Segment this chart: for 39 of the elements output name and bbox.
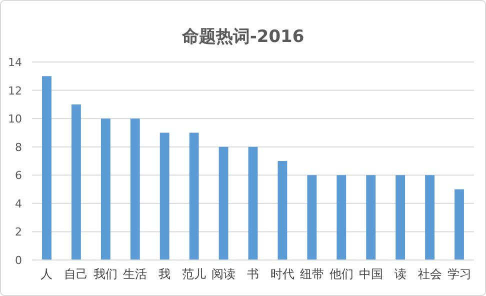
x-tick-label: 生活	[123, 267, 148, 281]
x-tick-label: 我们	[94, 267, 118, 281]
bar	[336, 175, 346, 260]
bar	[425, 175, 435, 260]
y-tick-label: 0	[15, 254, 22, 267]
y-tick-label: 12	[8, 84, 22, 98]
x-tick-label: 时代	[270, 267, 294, 281]
y-tick-label: 6	[15, 169, 22, 182]
bar	[248, 146, 258, 260]
x-tick-label: 书	[247, 267, 259, 281]
bar	[130, 118, 140, 260]
x-tick-label: 纽带	[300, 267, 324, 281]
y-tick-label: 10	[8, 112, 22, 126]
bar	[278, 161, 288, 260]
y-tick-label: 2	[15, 226, 22, 239]
y-tick-label: 8	[15, 140, 22, 154]
x-tick-label: 中国	[358, 267, 383, 281]
bar	[307, 175, 317, 260]
bar	[396, 175, 406, 260]
x-tick-label: 人	[40, 267, 53, 281]
bar	[454, 189, 464, 260]
bar	[189, 132, 199, 260]
bar	[366, 175, 376, 260]
x-tick-label: 我	[158, 267, 171, 281]
x-tick-label: 他们	[329, 267, 354, 281]
bar	[71, 104, 81, 260]
x-tick-label: 阅读	[212, 267, 236, 281]
x-tick-label: 自己	[64, 267, 88, 281]
bar	[100, 118, 110, 260]
x-tick-label: 范儿	[182, 267, 206, 281]
x-tick-label: 社会	[418, 267, 442, 281]
y-tick-label: 14	[8, 56, 22, 69]
x-tick-label: 学习	[447, 267, 472, 281]
bar	[160, 132, 170, 260]
chart-title: 命题热词-2016	[180, 27, 304, 47]
y-tick-label: 4	[15, 197, 22, 210]
bar	[218, 146, 228, 260]
bar	[42, 76, 52, 260]
x-tick-label: 读	[394, 267, 406, 281]
